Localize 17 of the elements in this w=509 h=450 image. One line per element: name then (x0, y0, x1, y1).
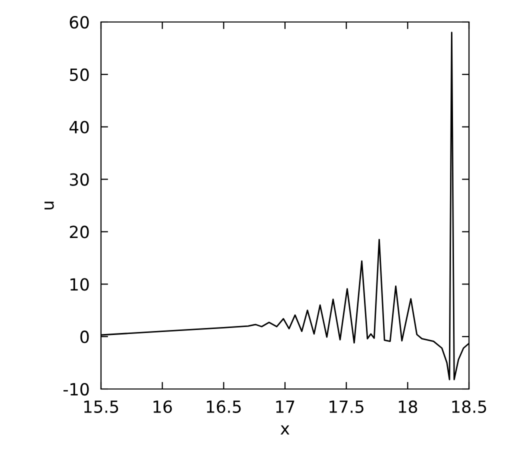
y-tick-label: 0 (80, 330, 89, 344)
y-tick-label: 60 (70, 16, 89, 29)
y-axis-title: u (44, 202, 54, 210)
x-tick-label: 16.5 (206, 400, 241, 414)
x-tick-label: 15.5 (84, 400, 118, 414)
y-tick-label: 50 (70, 68, 89, 81)
x-tick-label: 16 (154, 400, 172, 414)
x-tick-label: 17.5 (330, 400, 364, 414)
x-tick-label: 18 (398, 400, 418, 414)
x-axis-title: x (280, 425, 290, 434)
y-tick-label: -10 (63, 382, 89, 396)
x-tick-label: 17 (276, 400, 294, 413)
x-tick-label: 18.5 (452, 400, 486, 414)
y-tick-label: 20 (70, 226, 89, 238)
y-tick-label: 30 (70, 173, 89, 186)
y-tick-label: 10 (70, 278, 89, 291)
y-tick-label: 40 (69, 120, 89, 134)
